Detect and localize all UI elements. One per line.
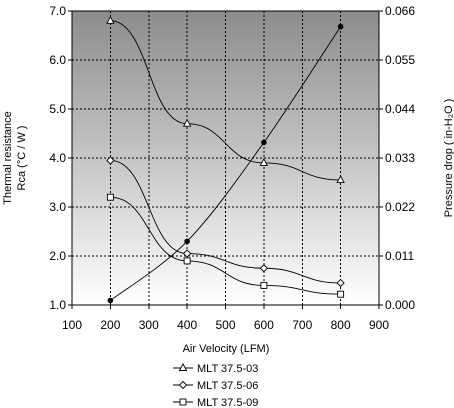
dot-marker bbox=[261, 139, 267, 146]
series-line-4 bbox=[110, 26, 342, 301]
x-tick-label: 300 bbox=[139, 318, 159, 332]
triangle-marker bbox=[182, 118, 192, 127]
triangle-marker bbox=[336, 175, 345, 184]
y-axis-right-title: Pressure drop ( in-H₂O ) bbox=[443, 99, 454, 218]
x-tick-label: 600 bbox=[254, 318, 274, 332]
x-tick-label: 500 bbox=[215, 318, 235, 332]
diamond-marker bbox=[178, 380, 188, 390]
x-tick-label: 100 bbox=[62, 318, 82, 332]
y-right-tick-label: 0.011 bbox=[385, 249, 414, 263]
y-axis-left-title-line2: Rca (°C / W ) bbox=[16, 126, 28, 191]
x-axis-title: Air Velocity (LFM) bbox=[183, 343, 270, 355]
triangle-marker bbox=[259, 157, 269, 166]
y-left-tick-label: 5.0 bbox=[49, 102, 66, 116]
x-tick-label: 400 bbox=[177, 318, 197, 332]
x-tick-label: 700 bbox=[292, 318, 312, 332]
series-line-2 bbox=[110, 160, 341, 284]
y-right-tick-label: 0.066 bbox=[385, 4, 415, 18]
y-left-tick-label: 2.0 bbox=[49, 249, 66, 263]
series-layer bbox=[106, 15, 345, 304]
diamond-marker bbox=[336, 278, 345, 288]
y-left-tick-label: 7.0 bbox=[49, 4, 66, 18]
y-left-tick-label: 6.0 bbox=[49, 53, 66, 67]
diamond-marker bbox=[182, 249, 192, 258]
square-marker bbox=[183, 257, 191, 265]
y-right-tick-label: 0.033 bbox=[385, 151, 415, 165]
diamond-marker bbox=[106, 156, 115, 165]
y-left-tick-label: 3.0 bbox=[49, 200, 66, 214]
triangle-marker bbox=[106, 15, 115, 24]
square-marker bbox=[179, 398, 187, 406]
triangle-marker bbox=[178, 363, 188, 371]
y-right-tick-label: 0.055 bbox=[385, 53, 415, 67]
legend-label: MLT 37.5-06 bbox=[197, 380, 258, 392]
legend-label: MLT 37.5-03 bbox=[197, 363, 258, 375]
y-right-tick-label: 0.044 bbox=[385, 102, 415, 116]
y-right-tick-label: 0.000 bbox=[385, 298, 415, 312]
square-marker bbox=[106, 193, 114, 201]
legend: MLT 37.5-03 MLT 37.5-06 MLT 37.5-09 bbox=[173, 363, 258, 408]
x-tick-label: 200 bbox=[100, 318, 120, 332]
x-tick-label: 800 bbox=[331, 318, 351, 332]
diamond-marker bbox=[259, 264, 269, 273]
square-marker bbox=[260, 281, 268, 289]
series-line-1 bbox=[110, 20, 341, 181]
x-tick-label: 900 bbox=[369, 318, 389, 332]
square-marker bbox=[337, 290, 345, 298]
y-left-tick-label: 4.0 bbox=[49, 151, 66, 165]
axes: 100 200 300 400 500 600 700 800 900 1.0 2.0 3.0 4.0 5… bbox=[49, 4, 415, 332]
dot-marker bbox=[184, 238, 190, 245]
y-axis-left-title-line1: Thermal resistance bbox=[2, 111, 14, 205]
dot-marker bbox=[107, 297, 114, 304]
y-left-tick-label: 1.0 bbox=[49, 298, 66, 312]
series-line-3 bbox=[110, 196, 341, 295]
dot-marker bbox=[337, 23, 344, 30]
y-right-tick-label: 0.022 bbox=[385, 200, 415, 214]
legend-label: MLT 37.5-09 bbox=[197, 397, 258, 408]
